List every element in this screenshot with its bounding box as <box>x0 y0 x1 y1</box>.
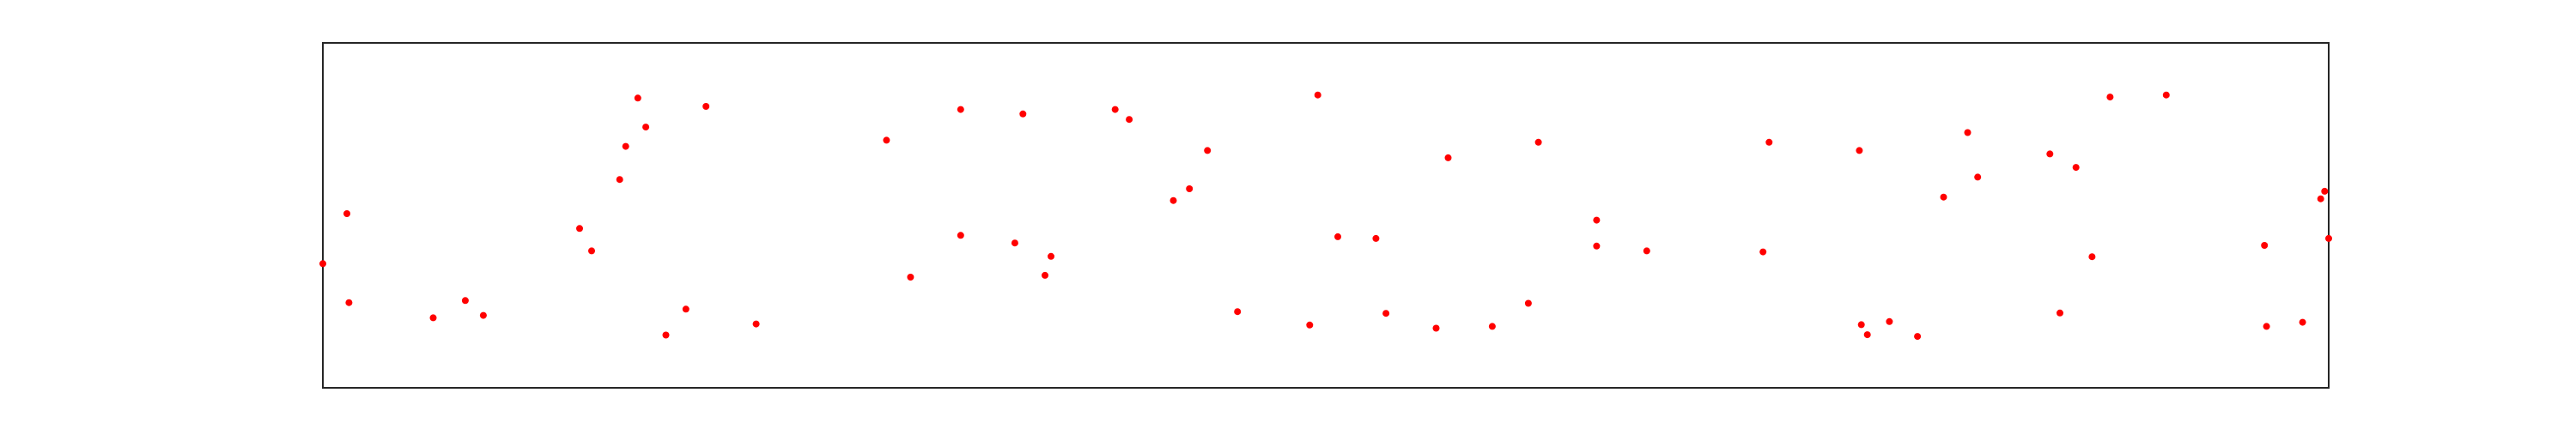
scatter-point-34 <box>1372 234 1380 242</box>
scatter-point-20 <box>957 232 964 239</box>
scatter-point-47 <box>1857 321 1865 329</box>
scatter-point-12 <box>642 124 650 131</box>
scatter-point-56 <box>2072 164 2080 172</box>
scatter-point-10 <box>622 142 629 150</box>
scatter-point-14 <box>682 305 690 313</box>
scatter-point-22 <box>1011 239 1018 247</box>
scatter-point-54 <box>2046 150 2054 158</box>
scatter-point-61 <box>2263 323 2270 330</box>
scatter-point-24 <box>1048 252 1054 260</box>
scatter-point-53 <box>1974 173 1982 181</box>
scatter-point-57 <box>2088 253 2096 261</box>
scatter-point-59 <box>2162 91 2170 99</box>
scatter-point-32 <box>1314 91 1321 99</box>
scatter-point-3 <box>345 299 353 306</box>
scatter-point-37 <box>1432 324 1440 332</box>
scatter-point-43 <box>1643 247 1650 255</box>
scatter-point-28 <box>1186 185 1194 192</box>
scatter-point-38 <box>1488 323 1496 330</box>
scatter-point-45 <box>1765 138 1773 146</box>
scatter-points <box>319 91 2332 341</box>
scatter-point-42 <box>1593 242 1601 250</box>
scatter-point-44 <box>1759 248 1767 256</box>
scatter-point-18 <box>907 274 914 281</box>
scatter-point-40 <box>1534 138 1542 146</box>
scatter-point-36 <box>1444 154 1452 161</box>
scatter-point-29 <box>1204 147 1212 154</box>
scatter-point-33 <box>1334 233 1341 240</box>
scatter-point-58 <box>2106 94 2114 101</box>
scatter-point-48 <box>1863 331 1871 339</box>
scatter-point-23 <box>1042 271 1048 279</box>
scatter-point-6 <box>479 311 487 319</box>
scatter-point-13 <box>662 331 670 339</box>
scatter-point-55 <box>2057 309 2063 317</box>
scatter-point-1 <box>319 260 326 268</box>
scatter-point-41 <box>1593 216 1601 224</box>
scatter-point-62 <box>2299 318 2306 326</box>
scatter-point-11 <box>634 94 641 102</box>
scatter-point-5 <box>461 297 469 305</box>
scatter-point-25 <box>1111 106 1119 113</box>
scatter-point-27 <box>1170 196 1177 204</box>
scatter-point-9 <box>616 176 623 184</box>
scatter-point-46 <box>1856 147 1863 154</box>
scatter-point-35 <box>1382 310 1390 317</box>
scatter-point-60 <box>2261 242 2269 249</box>
scatter-point-26 <box>1126 116 1133 124</box>
plot-area-frame <box>322 42 2330 389</box>
scatter-point-39 <box>1524 299 1532 307</box>
scatter-point-19 <box>957 106 964 113</box>
scatter-point-49 <box>1886 317 1893 325</box>
scatter-point-4 <box>429 314 437 322</box>
scatter-point-51 <box>1940 193 1947 201</box>
scatter-point-15 <box>702 103 710 110</box>
scatter-point-64 <box>2321 187 2329 195</box>
scatter-point-65 <box>2325 234 2332 242</box>
scatter-point-2 <box>343 210 350 217</box>
scatter-point-16 <box>752 320 760 328</box>
scatter-point-21 <box>1019 110 1027 118</box>
scatter-point-63 <box>2317 195 2324 202</box>
scatter-point-31 <box>1306 321 1314 329</box>
scatter-point-8 <box>588 247 595 255</box>
scatter-point-30 <box>1234 308 1242 316</box>
scatter-point-17 <box>883 136 890 144</box>
scatter-point-52 <box>1964 129 1971 136</box>
scatter-point-50 <box>1914 333 1922 341</box>
scatter-point-7 <box>576 225 583 233</box>
